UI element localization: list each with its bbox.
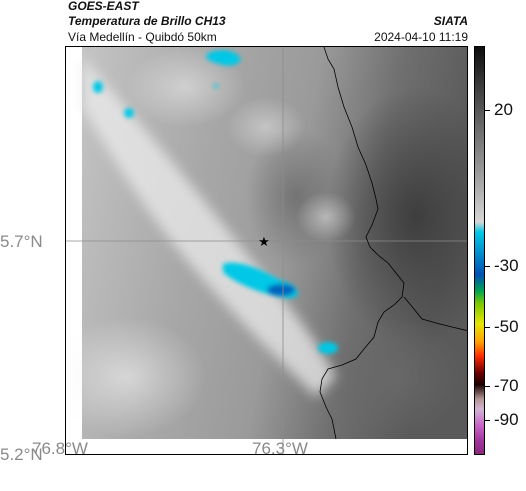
- route-subtitle: Vía Medellín - Quibdó 50km: [68, 30, 217, 44]
- longitude-label-2: 76.3°W: [252, 439, 308, 458]
- organization-label: SIATA: [433, 14, 468, 28]
- colorbar-tick: [485, 266, 490, 267]
- satellite-map: ★: [65, 46, 468, 455]
- cold-cloud-tops: [93, 50, 338, 354]
- star-icon: ★: [258, 235, 270, 250]
- colorbar-label: 20: [494, 100, 513, 119]
- satellite-name: GOES-EAST: [68, 0, 139, 13]
- colorbar-tick: [485, 327, 490, 328]
- colorbar-label: -50: [494, 317, 519, 336]
- map-canvas: ★: [66, 47, 467, 454]
- brightness-field: [66, 47, 467, 439]
- timestamp-label: 2024-04-10 11:19: [374, 30, 468, 44]
- latitude-label-2: 5.2°N: [0, 445, 43, 464]
- colorbar-tick: [485, 420, 490, 421]
- colorbar-tick: [485, 386, 490, 387]
- latitude-label-1: 5.7°N: [0, 232, 43, 251]
- colorbar-label: -90: [494, 410, 519, 429]
- colorbar-label: -70: [494, 376, 519, 395]
- longitude-label-1: 76.8°W: [32, 439, 88, 458]
- colorbar-tick: [485, 110, 490, 111]
- boundary-lines: [319, 47, 467, 440]
- colorbar: [474, 46, 485, 455]
- colorbar-label: -30: [494, 256, 519, 275]
- product-title: Temperatura de Brillo CH13: [68, 14, 226, 28]
